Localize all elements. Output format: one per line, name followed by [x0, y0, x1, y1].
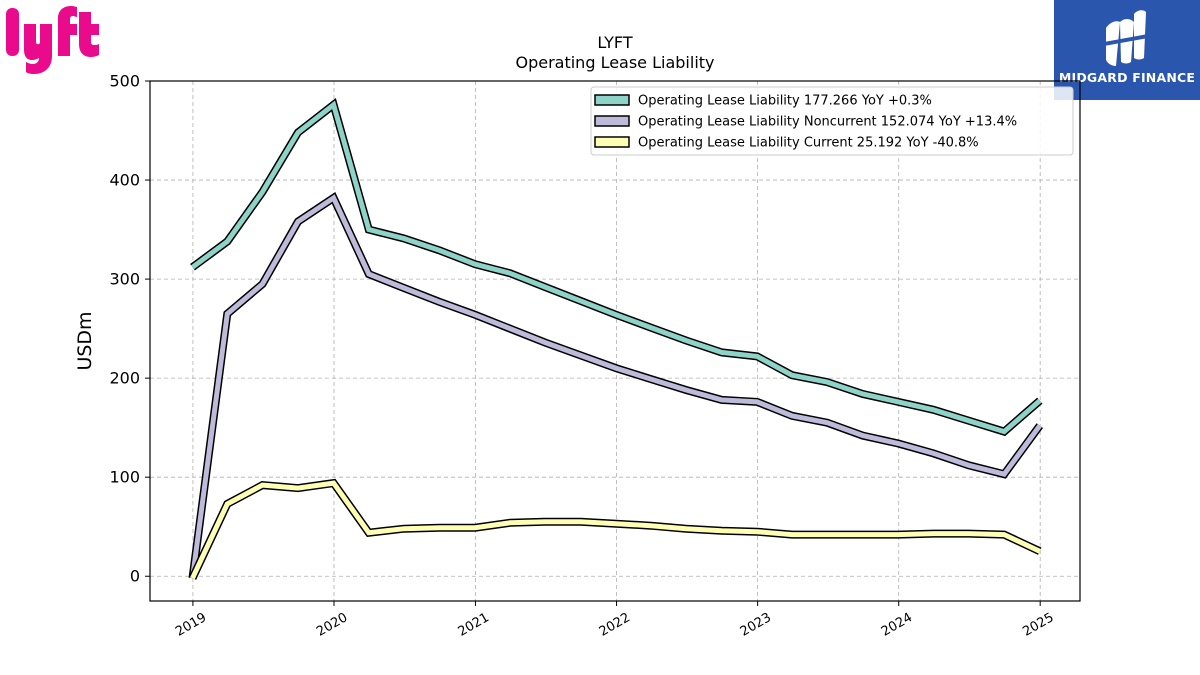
legend-box: [590, 86, 1074, 156]
x-tick-label: 2025: [1020, 610, 1056, 640]
x-tick-label: 2019: [173, 610, 209, 640]
legend-swatch: [594, 136, 630, 148]
legend-swatch: [594, 94, 630, 106]
grid: [150, 80, 1080, 601]
x-tick-label: 2021: [456, 610, 492, 640]
lyft-logo: [4, 4, 104, 74]
legend-entry-total: Operating Lease Liability 177.266 YoY +0…: [594, 94, 932, 109]
y-tick-label: 200: [109, 369, 140, 388]
x-tick-label: 2023: [738, 610, 774, 640]
y-axis-ticks: 0 100 200 300 400 500: [109, 72, 150, 586]
chart-subtitle: Operating Lease Liability: [515, 53, 714, 72]
lyft-logo-icon: [6, 6, 99, 74]
series-stroke: [190, 480, 1041, 580]
x-axis-ticks: 2019 2020 2021 2022 2023 2024 2025: [173, 601, 1057, 640]
legend: Operating Lease Liability 177.266 YoY +0…: [590, 86, 1074, 156]
plot-frame: [149, 80, 1081, 602]
midgard-finance-logo: MIDGARD FINANCE: [1054, 0, 1200, 100]
y-tick-label: 400: [109, 171, 140, 190]
x-tick-label: 2022: [597, 610, 633, 640]
y-tick-label: 0: [130, 567, 140, 586]
legend-swatch: [594, 115, 630, 127]
series-stroke: [190, 194, 1042, 579]
midgard-finance-wordmark: MIDGARD FINANCE: [1058, 70, 1196, 85]
legend-entry-noncurrent: Operating Lease Liability Noncurrent 152…: [594, 115, 1017, 130]
legend-label: Operating Lease Liability Noncurrent 152…: [638, 115, 1017, 130]
y-axis-label: USDm: [74, 311, 96, 370]
chart-title: LYFT: [597, 33, 632, 52]
legend-entry-current: Operating Lease Liability Current 25.192…: [594, 136, 979, 151]
series-lines: [188, 97, 1044, 580]
series-line-3: [188, 478, 1042, 580]
x-tick-label: 2020: [314, 610, 350, 640]
series-line-2: [188, 191, 1044, 579]
legend-label: Operating Lease Liability Current 25.192…: [638, 136, 979, 151]
series-line-1: [190, 97, 1043, 437]
y-tick-label: 300: [109, 270, 140, 289]
series-stroke: [191, 100, 1042, 435]
x-tick-label: 2024: [879, 610, 915, 640]
y-tick-label: 100: [109, 468, 140, 487]
legend-label: Operating Lease Liability 177.266 YoY +0…: [638, 94, 932, 109]
midgard-emblem-icon: [1104, 10, 1148, 66]
y-tick-label: 500: [109, 72, 140, 91]
